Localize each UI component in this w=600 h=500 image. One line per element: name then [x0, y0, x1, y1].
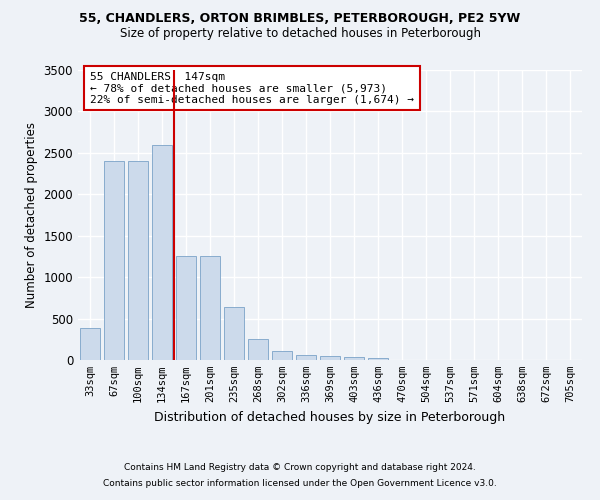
Y-axis label: Number of detached properties: Number of detached properties [25, 122, 38, 308]
Text: 55 CHANDLERS: 147sqm
← 78% of detached houses are smaller (5,973)
22% of semi-de: 55 CHANDLERS: 147sqm ← 78% of detached h… [90, 72, 414, 105]
Text: 55, CHANDLERS, ORTON BRIMBLES, PETERBOROUGH, PE2 5YW: 55, CHANDLERS, ORTON BRIMBLES, PETERBORO… [79, 12, 521, 26]
Text: Size of property relative to detached houses in Peterborough: Size of property relative to detached ho… [119, 28, 481, 40]
Text: Contains HM Land Registry data © Crown copyright and database right 2024.: Contains HM Land Registry data © Crown c… [124, 464, 476, 472]
Text: Contains public sector information licensed under the Open Government Licence v3: Contains public sector information licen… [103, 478, 497, 488]
Bar [152, 144, 172, 360]
Bar [200, 256, 220, 360]
Bar [104, 161, 124, 360]
Bar [224, 307, 244, 360]
X-axis label: Distribution of detached houses by size in Peterborough: Distribution of detached houses by size … [154, 410, 506, 424]
Bar [80, 328, 100, 360]
Bar [128, 161, 148, 360]
Bar [176, 256, 196, 360]
Bar [368, 358, 388, 360]
Bar [344, 356, 364, 360]
Bar [248, 340, 268, 360]
Bar [272, 352, 292, 360]
Bar [296, 355, 316, 360]
Bar [320, 356, 340, 360]
